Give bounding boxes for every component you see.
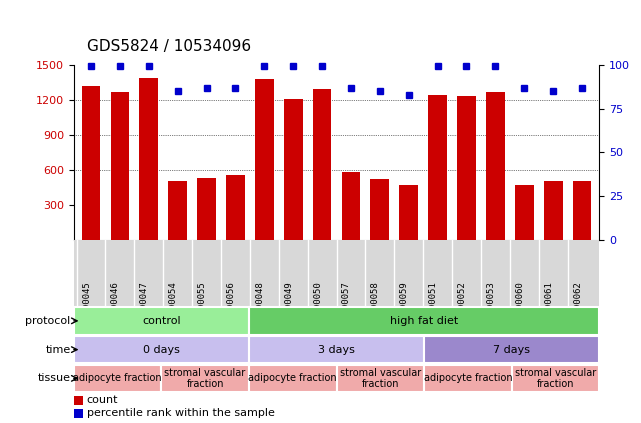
Text: 0 days: 0 days [143,345,179,354]
Text: 7 days: 7 days [493,345,530,354]
Text: high fat diet: high fat diet [390,316,458,326]
Bar [512,365,599,392]
Bar [74,396,83,405]
Text: tissue: tissue [38,374,71,383]
Text: GDS5824 / 10534096: GDS5824 / 10534096 [87,39,251,54]
Text: adipocyte fraction: adipocyte fraction [249,374,337,383]
Bar [110,92,129,240]
Bar [428,95,447,240]
Bar [399,185,418,240]
Text: count: count [87,396,119,406]
Text: time: time [46,345,71,354]
Bar [572,181,592,240]
Bar [337,365,424,392]
Text: 3 days: 3 days [318,345,355,354]
Bar [81,86,101,240]
Bar [486,92,504,240]
Bar [457,96,476,240]
Bar [370,179,389,240]
Bar [424,365,512,392]
Text: protocol: protocol [25,316,71,326]
Bar [74,409,83,418]
Text: adipocyte fraction: adipocyte fraction [73,374,162,383]
Bar [74,365,162,392]
Text: control: control [142,316,181,326]
Bar [313,89,331,240]
Text: percentile rank within the sample: percentile rank within the sample [87,408,275,418]
Bar [169,181,187,240]
Bar [342,173,360,240]
Bar [424,336,599,363]
Bar [197,178,216,240]
Text: stromal vascular
fraction: stromal vascular fraction [340,368,421,389]
Bar [74,336,249,363]
Text: adipocyte fraction: adipocyte fraction [424,374,512,383]
Bar [249,336,424,363]
Text: stromal vascular
fraction: stromal vascular fraction [515,368,596,389]
Bar [249,307,599,335]
Bar [544,181,563,240]
Bar [74,307,249,335]
Text: stromal vascular
fraction: stromal vascular fraction [165,368,246,389]
Bar [226,175,245,240]
Bar [140,77,158,240]
Bar [249,365,337,392]
Bar [162,365,249,392]
Bar [255,79,274,240]
Bar [284,99,303,240]
Bar [515,185,533,240]
